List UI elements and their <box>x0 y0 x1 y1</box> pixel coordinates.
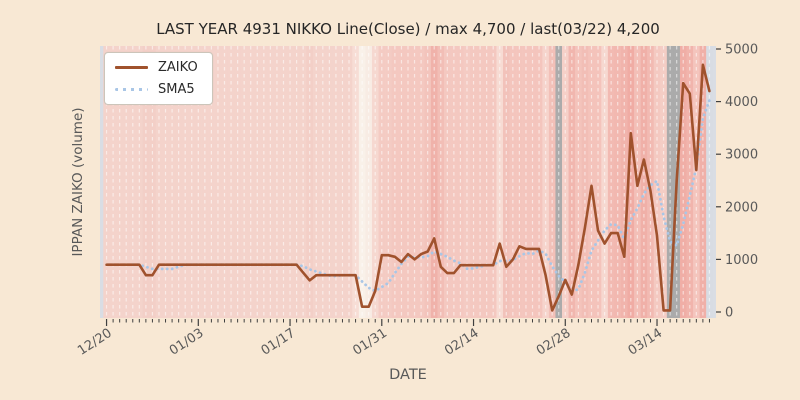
y-tick-label: 4000 <box>725 95 758 110</box>
y-axis-label: IPPAN ZAIKO (volume) <box>70 107 86 257</box>
zaiko-line-swatch <box>115 66 148 69</box>
legend-label-sma5: SMA5 <box>158 82 195 97</box>
chart-title: LAST YEAR 4931 NIKKO Line(Close) / max 4… <box>156 20 660 38</box>
x-tick-label: 01/03 <box>167 326 207 359</box>
x-axis-label: DATE <box>389 367 427 383</box>
legend-label-zaiko: ZAIKO <box>158 60 198 75</box>
legend: ZAIKO SMA5 <box>104 52 213 105</box>
y-tick-label: 3000 <box>725 148 758 163</box>
x-tick-label: 01/31 <box>350 326 390 359</box>
x-tick-label: 02/28 <box>534 326 574 359</box>
x-tick-label: 01/17 <box>259 326 299 359</box>
x-tick-label: 12/20 <box>75 326 115 359</box>
legend-item-zaiko: ZAIKO <box>115 60 198 75</box>
y-tick-label: 0 <box>725 306 733 321</box>
x-tick-label: 02/14 <box>442 326 482 359</box>
y-tick-label: 5000 <box>725 43 758 58</box>
y-tick-label: 1000 <box>725 253 758 268</box>
y-tick-label: 2000 <box>725 200 758 215</box>
sma5-line-swatch <box>115 87 148 92</box>
x-tick-label: 03/14 <box>626 326 666 359</box>
zaiko-line <box>105 63 711 312</box>
legend-item-sma5: SMA5 <box>115 82 198 97</box>
